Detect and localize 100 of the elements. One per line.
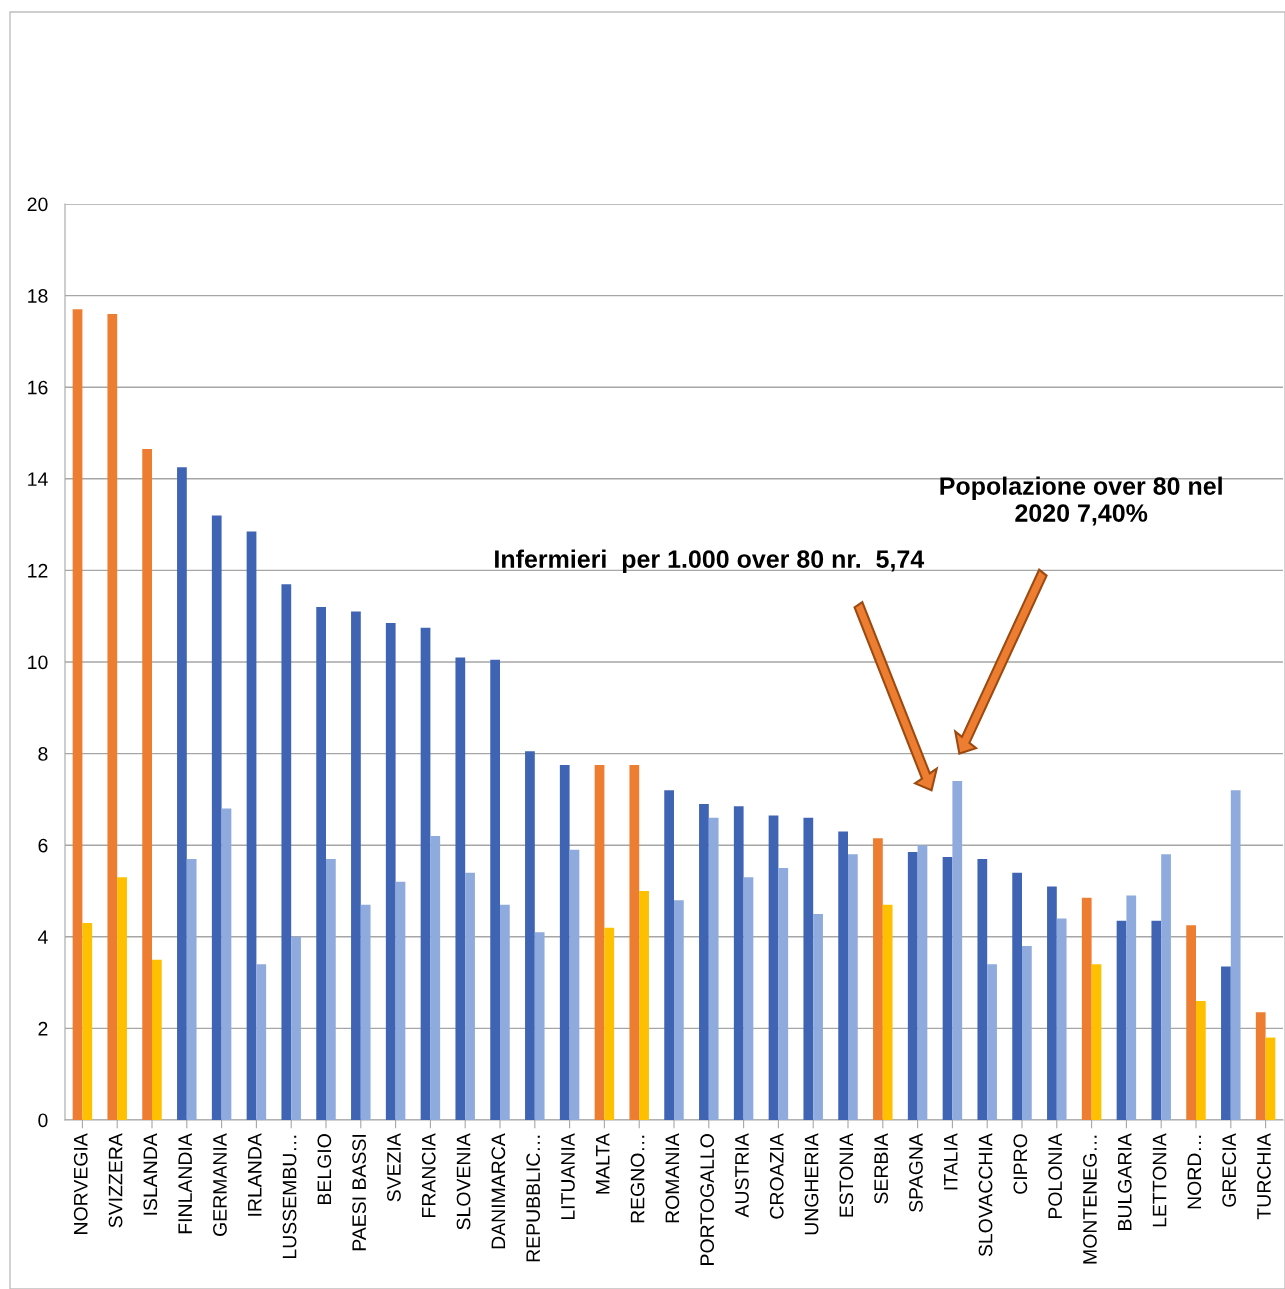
y-tick-label: 6	[38, 838, 48, 853]
x-tick-label: DANIMARCA	[491, 1133, 506, 1249]
bar	[1230, 790, 1241, 1120]
bar	[1255, 1012, 1266, 1120]
x-tick-label: FRANCIA	[421, 1133, 436, 1217]
bar	[1196, 1000, 1206, 1120]
x-tick-label: BULGARIA	[1117, 1133, 1132, 1230]
bar	[664, 790, 674, 1120]
bar	[907, 852, 918, 1120]
y-tick-label: 2	[38, 1021, 48, 1036]
bar	[952, 781, 963, 1120]
x-tick-label: AUSTRIA	[735, 1133, 749, 1218]
bar	[430, 836, 441, 1120]
y-tick-label: 12	[28, 563, 48, 578]
bar	[708, 817, 719, 1120]
x-tick-label: GRECIA	[1222, 1133, 1237, 1207]
x-tick-label: UNGHERIA	[804, 1133, 819, 1235]
bar	[326, 858, 336, 1120]
bar	[838, 831, 848, 1120]
bar	[1012, 872, 1022, 1120]
annotation: Popolazione over 80 nel 2020 7,40%	[940, 476, 1222, 526]
bar	[500, 904, 510, 1120]
bar	[1151, 920, 1162, 1120]
bar	[629, 765, 640, 1120]
bar	[1265, 1037, 1276, 1120]
bar	[142, 449, 152, 1120]
bar	[291, 936, 301, 1120]
bar	[639, 891, 649, 1120]
bar	[107, 313, 118, 1120]
bar	[1081, 897, 1092, 1120]
y-tick-label: 10	[28, 655, 48, 670]
x-tick-label: LUSSEMBU…	[282, 1135, 297, 1259]
bar	[733, 806, 744, 1120]
x-tick-label: NORD…	[1187, 1135, 1202, 1209]
bar	[873, 838, 883, 1120]
bar	[395, 881, 406, 1120]
bar	[942, 857, 953, 1120]
bar	[465, 872, 475, 1120]
x-tick-label: PAESI BASSI	[352, 1134, 367, 1251]
bar	[82, 923, 93, 1120]
x-tick-label: REPUBBLIC…	[526, 1135, 541, 1262]
x-tick-label: SLOVACCHIA	[978, 1133, 993, 1257]
bar	[882, 904, 893, 1120]
bar	[813, 913, 823, 1120]
bar	[385, 623, 396, 1120]
bar	[360, 904, 371, 1120]
bar	[604, 927, 615, 1120]
bar	[316, 607, 326, 1120]
x-tick-label: ROMANIA	[665, 1133, 680, 1223]
bar	[778, 868, 789, 1120]
bar	[221, 808, 232, 1120]
bar	[1116, 920, 1127, 1120]
bar	[768, 815, 779, 1120]
bar	[594, 765, 605, 1120]
y-tick-label: 16	[28, 380, 48, 395]
bar	[674, 900, 684, 1120]
y-tick-label: 8	[38, 747, 48, 761]
x-tick-label: LETTONIA	[1152, 1133, 1167, 1227]
y-tick-label: 18	[28, 289, 48, 303]
bar	[803, 817, 814, 1120]
bar	[534, 932, 545, 1120]
x-tick-label: SERBIA	[874, 1133, 889, 1204]
x-tick-label: POLONIA	[1048, 1133, 1063, 1219]
x-tick-label: NORVEGIA	[73, 1133, 88, 1234]
bar	[117, 877, 127, 1120]
bar	[559, 765, 570, 1120]
x-tick-label: TURCHIA	[1257, 1133, 1271, 1220]
bar	[848, 854, 858, 1120]
bar	[987, 964, 997, 1120]
x-tick-label: SPAGNA	[909, 1133, 923, 1212]
y-tick-label: 14	[28, 472, 48, 486]
x-tick-label: FINLANDIA	[178, 1133, 192, 1234]
y-tick-label: 4	[37, 930, 48, 944]
x-tick-label: LITUANIA	[561, 1133, 575, 1220]
bar	[420, 627, 431, 1120]
x-tick-label: SVIZZERA	[108, 1133, 123, 1228]
bar	[917, 845, 928, 1120]
bar	[1056, 918, 1067, 1120]
bar	[186, 858, 197, 1120]
x-tick-label: MONTENEG…	[1083, 1135, 1097, 1264]
bar	[1221, 966, 1231, 1120]
bar	[977, 858, 988, 1120]
x-tick-label: IRLANDA	[248, 1133, 262, 1216]
bar	[1022, 945, 1032, 1120]
bar	[1161, 854, 1171, 1120]
bar	[1186, 925, 1196, 1120]
bar	[1091, 964, 1102, 1120]
x-tick-label: SLOVENIA	[456, 1133, 471, 1230]
x-tick-label: ESTONIA	[839, 1133, 854, 1217]
x-tick-label: PORTOGALLO	[700, 1134, 715, 1265]
bar	[1047, 886, 1057, 1120]
x-tick-label: MALTA	[596, 1133, 610, 1194]
bar	[743, 877, 754, 1120]
bar	[177, 467, 187, 1120]
y-tick-label: 0	[38, 1113, 48, 1128]
x-tick-label: BELGIO	[317, 1134, 332, 1204]
bar	[490, 659, 500, 1120]
y-tick-label: 20	[27, 197, 48, 212]
x-tick-label: CIPRO	[1013, 1134, 1028, 1194]
bar	[699, 803, 709, 1120]
